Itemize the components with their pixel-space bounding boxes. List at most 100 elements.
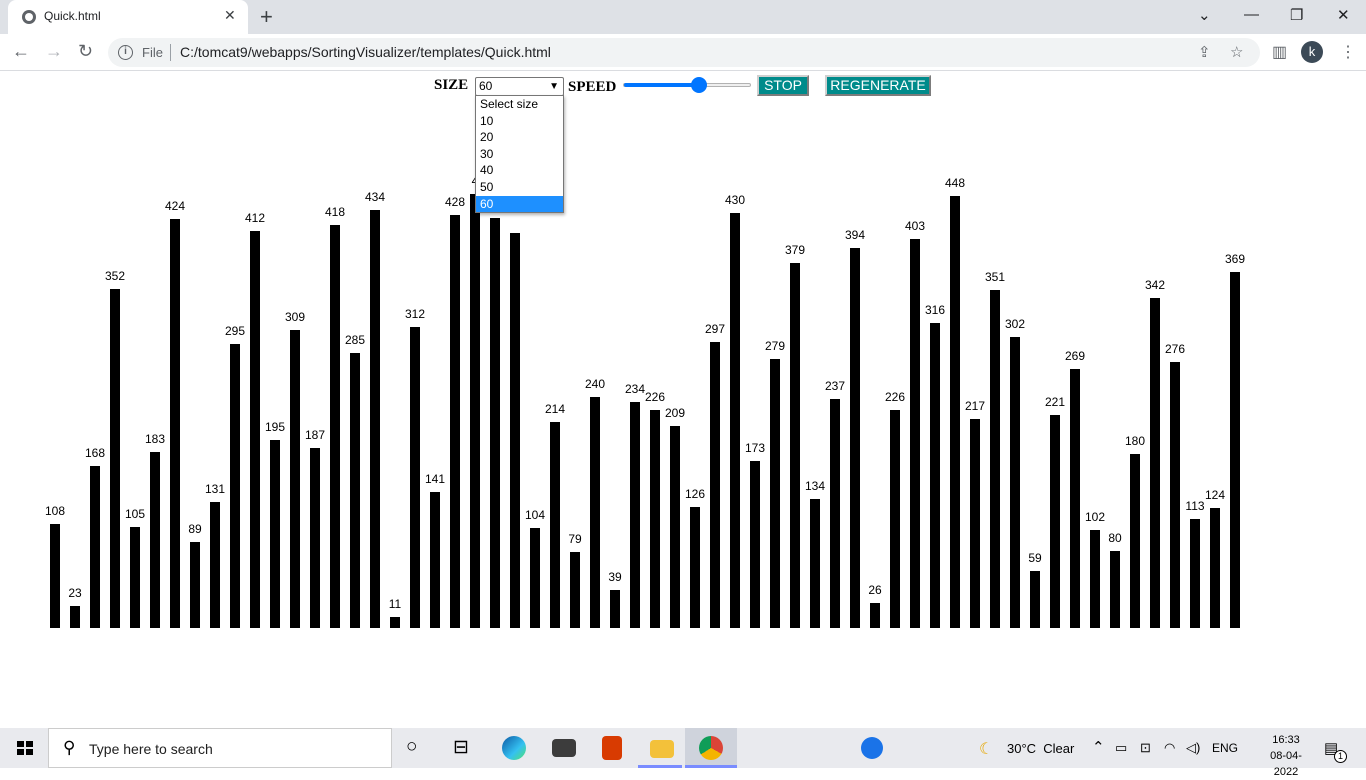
chevron-down-icon: ▼ xyxy=(549,81,559,92)
size-option[interactable]: 60 xyxy=(476,195,563,213)
bar-value-label: 39 xyxy=(608,570,622,585)
bar-value-label: 79 xyxy=(568,531,582,546)
size-option[interactable]: 30 xyxy=(480,146,494,161)
chrome-running-indicator xyxy=(685,765,737,768)
bar xyxy=(170,219,180,628)
close-tab-icon[interactable]: ✕ xyxy=(224,7,236,23)
size-dropdown-list: Select size 10 20 30 40 50 60 xyxy=(475,95,564,214)
bar-value-label: 302 xyxy=(1004,316,1026,331)
help-icon[interactable] xyxy=(861,737,883,759)
url-text[interactable]: C:/tomcat9/webapps/SortingVisualizer/tem… xyxy=(180,44,551,60)
bar xyxy=(850,248,860,628)
bar xyxy=(430,492,440,628)
bar-value-label: 234 xyxy=(624,382,646,397)
bar xyxy=(1010,336,1020,628)
bar xyxy=(690,506,700,628)
bar xyxy=(810,498,820,628)
size-option[interactable]: 10 xyxy=(480,113,494,128)
cortana-icon[interactable]: ○ xyxy=(406,736,418,757)
size-option[interactable]: 20 xyxy=(480,130,494,145)
bar-value-label: 131 xyxy=(204,481,226,496)
bar xyxy=(830,399,840,628)
bar-value-label: 59 xyxy=(1028,551,1042,566)
bookmark-star-icon[interactable]: ☆ xyxy=(1230,44,1244,61)
bar xyxy=(1070,368,1080,628)
bar-value-label: 394 xyxy=(844,228,866,243)
bar xyxy=(890,410,900,628)
forward-icon[interactable]: → xyxy=(45,41,63,61)
side-panel-icon[interactable]: ▥ xyxy=(1272,44,1288,61)
battery-icon[interactable]: ▭ xyxy=(1115,740,1128,755)
bar-value-label: 108 xyxy=(44,503,66,518)
bar-value-label: 221 xyxy=(1044,394,1066,409)
bar-value-label: 168 xyxy=(84,446,106,460)
minimize-icon[interactable]: — xyxy=(1244,6,1259,23)
profile-avatar[interactable]: k xyxy=(1301,41,1323,63)
bar-value-label: 134 xyxy=(804,478,826,493)
bar xyxy=(210,501,220,628)
speed-slider-thumb[interactable] xyxy=(691,77,708,93)
address-bar[interactable]: i File C:/tomcat9/webapps/SortingVisuali… xyxy=(108,38,1260,67)
info-icon[interactable]: i xyxy=(118,45,133,60)
file-explorer-icon[interactable] xyxy=(650,740,674,758)
tab-title: Quick.html xyxy=(44,9,101,23)
bar-value-label: 195 xyxy=(264,419,286,434)
task-view-icon[interactable]: ⊟ xyxy=(453,737,469,758)
bar xyxy=(1210,508,1220,628)
bar xyxy=(530,527,540,628)
tab-search-icon[interactable]: ⌄ xyxy=(1198,7,1211,24)
weather-text[interactable]: 30°C Clear xyxy=(1007,741,1075,756)
taskbar-clock[interactable]: 16:33 08-04-2022 xyxy=(1258,732,1314,780)
close-window-icon[interactable]: ✕ xyxy=(1337,7,1350,24)
tray-chevron-up-icon[interactable]: ⌃ xyxy=(1092,739,1105,756)
size-option[interactable]: Select size xyxy=(480,97,539,111)
regenerate-button[interactable]: REGENERATE xyxy=(825,75,931,96)
office-icon[interactable] xyxy=(602,736,622,760)
bar xyxy=(1170,361,1180,628)
bar-value-label: 237 xyxy=(824,379,846,394)
reload-icon[interactable]: ↻ xyxy=(78,41,94,61)
bar-value-label: 352 xyxy=(104,268,126,283)
edge-icon[interactable] xyxy=(502,736,526,760)
scheme-label: File xyxy=(142,45,163,60)
bar-value-label: 113 xyxy=(1185,499,1205,514)
new-tab-icon[interactable]: + xyxy=(260,4,273,29)
meet-now-icon[interactable]: ⊡ xyxy=(1140,740,1151,755)
bar xyxy=(490,218,500,628)
windows-start-icon[interactable] xyxy=(17,741,33,755)
chrome-icon[interactable] xyxy=(699,736,723,760)
bar xyxy=(150,451,160,628)
bar xyxy=(870,602,880,628)
speed-slider[interactable] xyxy=(623,77,751,93)
mail-icon[interactable] xyxy=(552,739,576,757)
bar xyxy=(190,542,200,628)
bar-value-label: 424 xyxy=(164,199,186,214)
clock-time: 16:33 xyxy=(1272,734,1300,746)
speed-slider-fill xyxy=(624,83,700,87)
taskbar-search-box[interactable]: ⚲ Type here to search xyxy=(48,728,392,768)
bar-value-label: 124 xyxy=(1204,488,1226,503)
bar-value-label: 418 xyxy=(324,204,346,219)
bar-value-label: 276 xyxy=(1164,341,1186,356)
bar-value-label: 11 xyxy=(388,597,402,612)
size-option[interactable]: 40 xyxy=(480,163,494,178)
back-icon[interactable]: ← xyxy=(12,41,30,61)
size-option[interactable]: 50 xyxy=(480,179,494,194)
bar-value-label: 80 xyxy=(1108,530,1122,545)
tab-quick-html[interactable]: Quick.html ✕ xyxy=(8,0,248,34)
restore-icon[interactable]: ❐ xyxy=(1290,7,1304,24)
stop-button[interactable]: STOP xyxy=(757,75,809,96)
speed-label: SPEED xyxy=(568,79,617,95)
wifi-icon[interactable]: ◠ xyxy=(1164,740,1176,755)
share-icon[interactable]: ⇪ xyxy=(1198,44,1211,61)
bar xyxy=(350,353,360,628)
bar xyxy=(110,288,120,628)
size-label: SIZE xyxy=(434,77,469,93)
menu-kebab-icon[interactable]: ⋮ xyxy=(1340,44,1356,61)
bar xyxy=(250,230,260,628)
bar xyxy=(230,343,240,628)
volume-icon[interactable]: ◁) xyxy=(1186,740,1201,755)
bar xyxy=(950,196,960,628)
language-indicator[interactable]: ENG xyxy=(1212,741,1239,755)
bar-visualization: 108 23 168 352 105 183 424 89 131 295 412 195 309 187… xyxy=(0,71,1366,728)
